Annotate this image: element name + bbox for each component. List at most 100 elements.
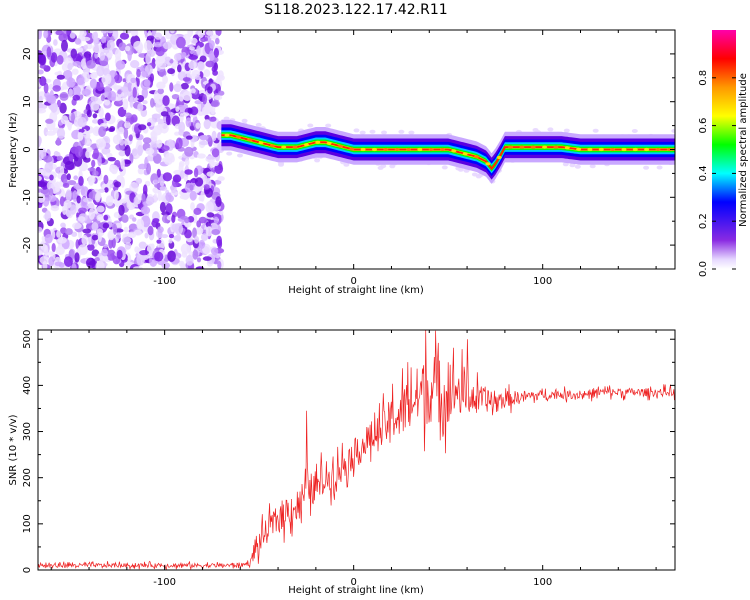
halo-speckle [381, 130, 387, 135]
noise-speckle [82, 197, 93, 203]
noise-speckle [60, 222, 66, 228]
y-tick-label: 20 [22, 48, 33, 61]
noise-speckle [56, 74, 65, 80]
noise-speckle [185, 135, 193, 140]
noise-speckle [70, 204, 77, 215]
noise-speckle [123, 226, 129, 233]
noise-speckle [145, 53, 152, 65]
noise-speckle [66, 77, 76, 88]
noise-speckle [38, 181, 47, 188]
noise-speckle [199, 55, 207, 63]
noise-speckle [188, 54, 198, 60]
noise-speckle [214, 163, 224, 174]
noise-region [38, 30, 675, 269]
ridge-peak [292, 145, 298, 149]
noise-speckle [144, 232, 149, 239]
noise-speckle [156, 123, 162, 131]
noise-speckle [50, 101, 58, 113]
noise-speckle [162, 41, 172, 50]
noise-speckle [211, 100, 220, 108]
ridge-peak [440, 147, 445, 152]
noise-speckle [58, 262, 65, 268]
noise-speckle [175, 137, 183, 149]
noise-speckle [139, 254, 149, 261]
noise-speckle [180, 262, 185, 269]
noise-speckle [192, 249, 199, 260]
noise-speckle [122, 236, 132, 244]
noise-speckle [96, 65, 105, 77]
noise-speckle [125, 112, 132, 119]
noise-speckle [43, 82, 49, 94]
noise-speckle [169, 103, 176, 109]
noise-speckle [193, 167, 199, 178]
noise-speckle [53, 150, 59, 157]
noise-speckle [130, 114, 138, 123]
noise-speckle [88, 208, 96, 220]
noise-speckle [204, 102, 212, 113]
noise-speckle [170, 30, 175, 34]
ridge-peak [462, 152, 468, 156]
spectrogram-x-ticks: -100 0 100 [50, 30, 657, 287]
noise-speckle [134, 246, 140, 253]
noise-speckle [132, 266, 143, 269]
noise-speckle [44, 162, 53, 173]
noise-speckle [137, 103, 144, 112]
noise-speckle [187, 107, 193, 114]
halo-speckle [343, 162, 350, 167]
noise-speckle [180, 243, 191, 255]
halo-speckle [325, 123, 332, 128]
ridge-peak [360, 147, 366, 152]
noise-speckle [82, 228, 92, 234]
noise-speckle [38, 188, 44, 193]
noise-speckle [133, 40, 143, 51]
noise-speckle [187, 30, 194, 37]
noise-speckle [59, 102, 67, 114]
noise-speckle [124, 241, 132, 250]
ridge-peak [610, 147, 616, 152]
noise-speckle [109, 126, 116, 132]
noise-speckle [210, 247, 219, 256]
noise-speckle [96, 81, 104, 92]
noise-speckle [38, 175, 42, 181]
snr-y-label: SNR (10 * v/v) [8, 414, 19, 485]
noise-speckle [195, 227, 204, 235]
noise-speckle [214, 95, 223, 101]
noise-speckle [106, 249, 116, 261]
noise-speckle [204, 114, 210, 121]
noise-speckle [179, 113, 184, 123]
noise-speckle [124, 136, 131, 148]
noise-speckle [204, 36, 208, 42]
noise-speckle [132, 217, 137, 222]
noise-speckle [190, 202, 195, 211]
noise-speckle [62, 182, 70, 188]
noise-speckle [211, 130, 217, 142]
noise-speckle [153, 179, 159, 184]
colorbar-tick-label: 0.4 [698, 165, 709, 181]
y-tick-label: 0 [22, 146, 33, 152]
noise-speckle [206, 155, 216, 160]
noise-speckle [155, 47, 165, 57]
colorbar-gradient [712, 30, 736, 269]
snr-series-line [38, 330, 675, 570]
noise-speckle [71, 263, 77, 269]
noise-speckle [209, 50, 215, 61]
ridge-band [221, 132, 675, 172]
spectrogram-y-label: Frequency (Hz) [8, 112, 19, 188]
noise-speckle [160, 111, 169, 117]
noise-speckle [74, 38, 82, 45]
noise-speckle [218, 90, 225, 96]
noise-speckle [157, 189, 162, 202]
noise-speckle [92, 119, 99, 124]
ridge-peak [666, 147, 672, 152]
noise-speckle [107, 157, 117, 162]
noise-speckle [146, 35, 155, 41]
noise-speckle [67, 62, 73, 71]
noise-speckle [212, 69, 219, 76]
noise-speckle [165, 114, 171, 126]
y-tick-label: 100 [22, 514, 33, 533]
noise-speckle [56, 155, 63, 161]
noise-speckle [38, 226, 43, 233]
noise-speckle [207, 86, 213, 94]
noise-speckle [124, 122, 131, 129]
noise-speckle [167, 68, 176, 75]
